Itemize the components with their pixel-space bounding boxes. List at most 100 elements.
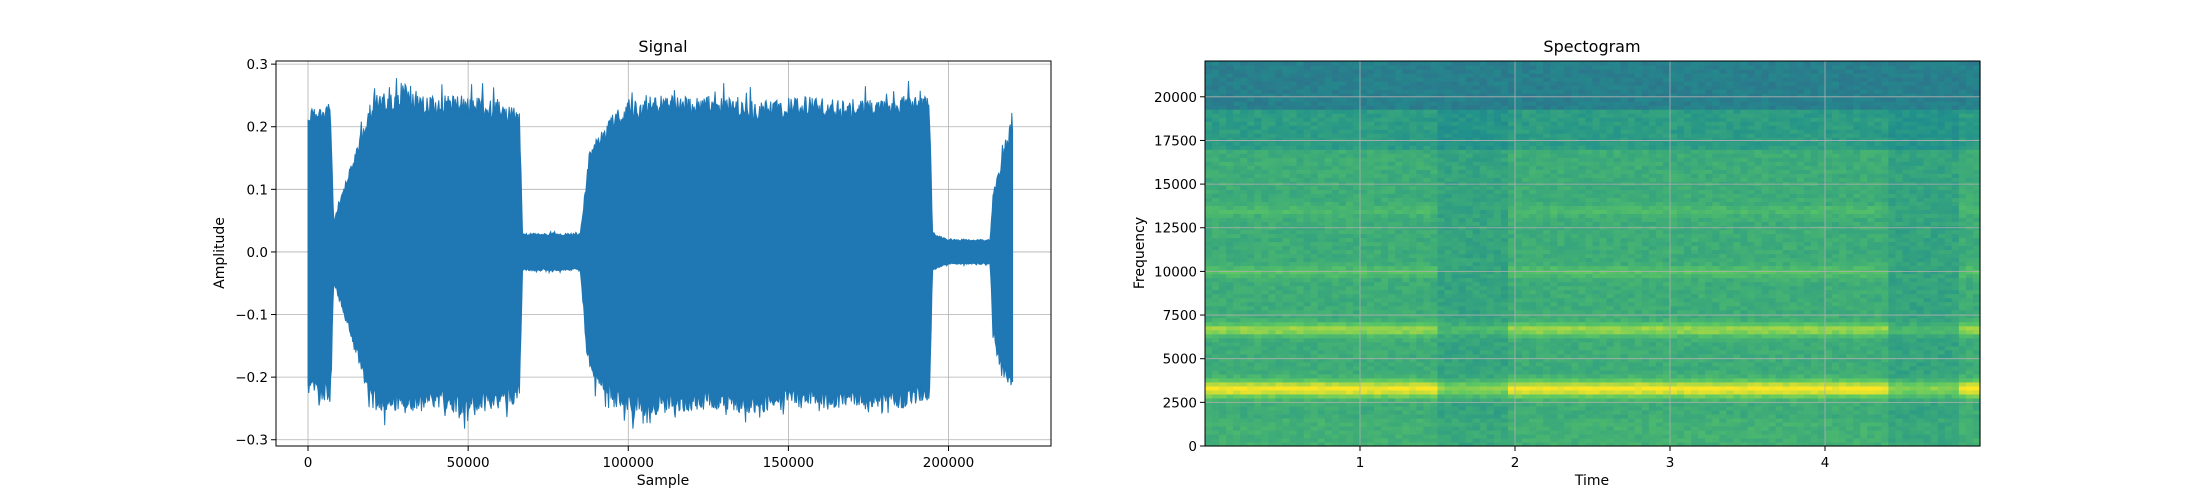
spectrogram-cell: [1550, 361, 1558, 367]
spectrogram-cell: [1515, 381, 1523, 387]
spectrogram-cell: [1458, 209, 1467, 214]
spectrogram-cell: [1536, 73, 1544, 78]
spectrogram-cell: [1254, 161, 1262, 166]
spectrogram-cell: [1254, 145, 1262, 150]
spectrogram-cell: [1444, 197, 1453, 202]
spectrogram-cell: [1381, 265, 1389, 271]
spectrogram-cell: [1219, 253, 1227, 259]
spectrogram-cell: [1247, 129, 1255, 134]
spectrogram-cell: [1507, 317, 1516, 323]
spectrogram-cell: [1289, 405, 1298, 411]
spectrogram-cell: [1367, 185, 1375, 190]
spectrogram-cell: [1479, 269, 1488, 275]
spectrogram-cell: [1388, 377, 1396, 383]
spectrogram-cell: [1564, 425, 1572, 431]
spectrogram-cell: [1261, 157, 1270, 162]
spectrogram-cell: [1550, 61, 1558, 66]
spectrogram-cell: [1423, 349, 1432, 355]
spectrogram-cell: [1444, 361, 1453, 367]
spectrogram-cell: [1289, 117, 1298, 122]
spectrogram-cell: [1536, 245, 1544, 251]
spectrogram-cell: [1324, 169, 1333, 174]
spectrogram-cell: [1515, 341, 1523, 347]
spectrogram-cell: [1212, 305, 1220, 311]
spectrogram-cell: [1205, 341, 1213, 347]
spectrogram-cell: [1338, 281, 1347, 287]
spectrogram-cell: [1543, 313, 1551, 319]
spectrogram-cell: [1395, 389, 1403, 395]
spectrogram-cell: [1479, 145, 1488, 150]
spectrogram-cell: [1493, 385, 1502, 391]
spectrogram-cell: [1409, 429, 1417, 435]
spectrogram-cell: [1458, 205, 1467, 210]
spectrogram-cell: [1557, 105, 1565, 110]
spectrogram-cell: [1395, 393, 1403, 399]
spectrogram-cell: [1226, 333, 1234, 339]
spectrogram-cell: [1240, 305, 1248, 311]
spectrogram-cell: [1345, 321, 1354, 327]
spectrogram-cell: [1338, 265, 1347, 271]
spectrogram-cell: [1536, 129, 1544, 134]
spectrogram-cell: [1465, 433, 1474, 439]
spectrogram-cell: [1310, 217, 1319, 223]
spectrogram-cell: [1324, 405, 1333, 411]
spectrogram-cell: [1515, 113, 1523, 118]
spectrogram-cell: [1416, 345, 1425, 351]
spectrogram-cell: [1268, 333, 1277, 339]
spectrogram-cell: [1437, 361, 1446, 367]
spectrogram-cell: [1233, 241, 1241, 247]
spectrogram-cell: [1374, 101, 1382, 106]
spectrogram-cell: [1352, 137, 1361, 142]
spectrogram-cell: [1282, 277, 1291, 283]
spectrogram-cell: [1240, 177, 1248, 182]
spectrogram-cell: [1564, 401, 1572, 407]
spectrogram-cell: [1430, 185, 1439, 190]
spectrogram-cell: [1388, 209, 1396, 214]
spectrogram-cell: [1233, 73, 1241, 78]
spectrogram-cell: [1423, 173, 1432, 178]
spectrogram-cell: [1381, 285, 1389, 291]
spectrogram-cell: [1381, 217, 1389, 223]
spectrogram-cell: [1550, 89, 1558, 94]
spectrogram-cell: [1310, 257, 1319, 263]
spectrogram-cell: [1268, 281, 1277, 287]
spectrogram-cell: [1289, 85, 1298, 90]
spectrogram-cell: [1324, 385, 1333, 391]
signal-y-tick-label: 0.2: [247, 120, 268, 136]
spectrogram-cell: [1360, 373, 1368, 379]
spectrogram-cell: [1205, 401, 1213, 407]
spectrogram-cell: [1543, 213, 1551, 219]
spectrogram-cell: [1543, 385, 1551, 391]
spectrogram-cell: [1268, 61, 1277, 66]
spectrogram-cell: [1486, 289, 1495, 295]
spectrogram-cell: [1317, 261, 1326, 267]
spectrogram-cell: [1303, 173, 1312, 178]
spectrogram-cell: [1226, 133, 1234, 138]
spectrogram-cell: [1282, 425, 1291, 431]
spectrogram-cell: [1219, 385, 1227, 391]
spectrogram-cell: [1507, 201, 1516, 206]
spectrogram-cell: [1522, 265, 1530, 271]
spectrogram-cell: [1430, 229, 1439, 235]
spectrogram-cell: [1381, 113, 1389, 118]
spectrogram-cell: [1303, 389, 1312, 395]
spectrogram-cell: [1430, 313, 1439, 319]
spectrogram-cell: [1430, 97, 1439, 102]
spectrogram-cell: [1268, 189, 1277, 194]
spectrogram-cell: [1367, 341, 1375, 347]
spectrogram-cell: [1324, 93, 1333, 98]
spectrogram-cell: [1352, 261, 1361, 267]
spectrogram-cell: [1458, 101, 1467, 106]
spectrogram-cell: [1360, 197, 1368, 202]
spectrogram-cell: [1317, 61, 1326, 66]
spectrogram-cell: [1529, 117, 1537, 122]
spectrogram-cell: [1303, 309, 1312, 315]
spectrogram-cell: [1367, 101, 1375, 106]
spectrogram-cell: [1317, 241, 1326, 247]
spectrogram-cell: [1367, 421, 1375, 427]
spectrogram-cell: [1402, 185, 1410, 190]
spectrogram-cell: [1472, 261, 1481, 267]
spectrogram-cell: [1233, 261, 1241, 267]
spectrogram-cell: [1360, 421, 1368, 427]
spectrogram-cell: [1465, 221, 1474, 227]
